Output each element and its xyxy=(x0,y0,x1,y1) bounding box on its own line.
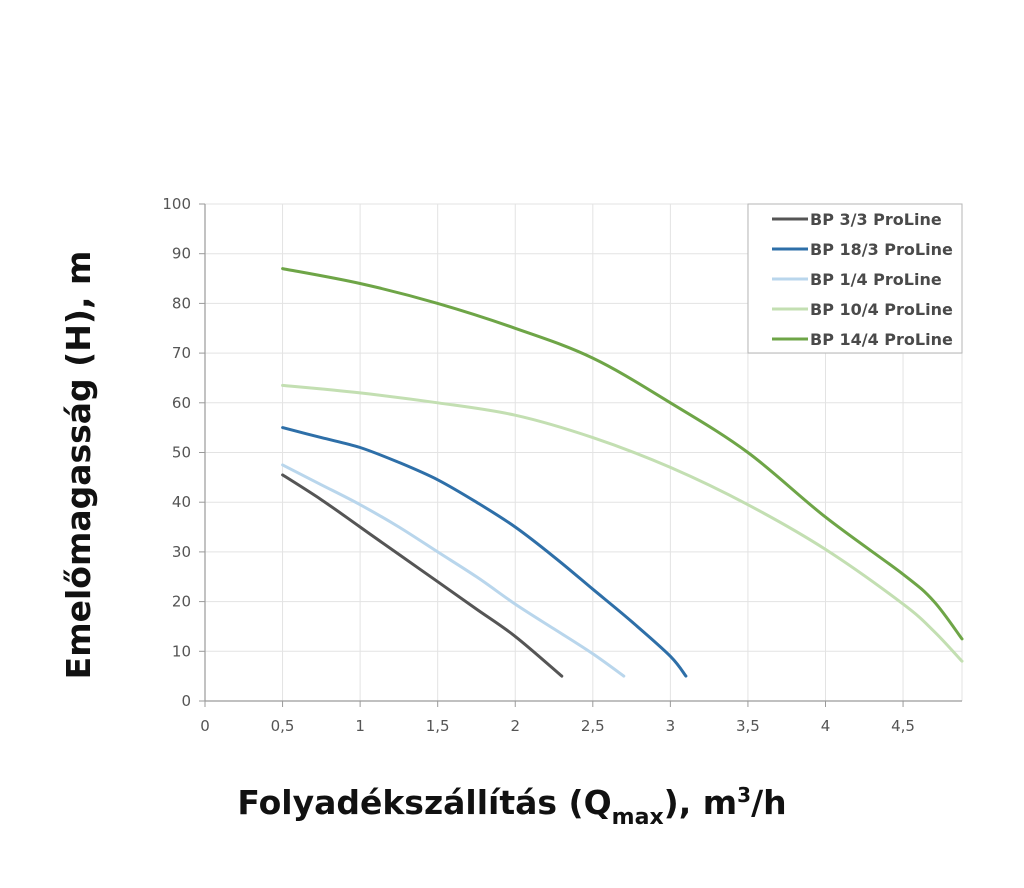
x-tick-label-8: 4 xyxy=(821,717,831,735)
y-tick-label-8: 80 xyxy=(172,294,191,312)
x-tick-label-0: 0 xyxy=(200,717,210,735)
y-tick-labels: 0 10 20 30 40 50 60 70 80 90 100 xyxy=(162,195,191,710)
x-axis-label-sub: max xyxy=(612,805,664,830)
legend-label-3: BP 10/4 ProLine xyxy=(810,300,953,319)
x-axis-label-post: /h xyxy=(751,783,787,822)
y-tick-label-2: 20 xyxy=(172,593,191,611)
x-axis-label-mid: ), m xyxy=(664,783,738,822)
y-tick-label-7: 70 xyxy=(172,344,191,362)
legend-label-0: BP 3/3 ProLine xyxy=(810,210,942,229)
y-tick-label-5: 50 xyxy=(172,444,191,462)
x-axis-label-sup: 3 xyxy=(737,783,751,807)
legend-label-1: BP 18/3 ProLine xyxy=(810,240,953,259)
y-tick-label-0: 0 xyxy=(181,692,191,710)
x-tick-label-4: 2 xyxy=(510,717,520,735)
legend-label-4: BP 14/4 ProLine xyxy=(810,330,953,349)
legend: BP 3/3 ProLine BP 18/3 ProLine BP 1/4 ProL… xyxy=(747,203,963,354)
y-axis-label: Emelőmagasság (H), m xyxy=(59,251,98,680)
series-line-2 xyxy=(281,463,626,678)
series-line-1 xyxy=(281,426,688,678)
x-axis-label-pre: Folyadékszállítás (Q xyxy=(237,783,611,822)
x-tick-labels: 0 0,5 1 1,5 2 2,5 3 3,5 4 4,5 xyxy=(200,717,915,735)
x-tick-label-2: 1 xyxy=(355,717,365,735)
x-tick-label-5: 2,5 xyxy=(581,717,605,735)
y-tick-label-9: 90 xyxy=(172,245,191,263)
y-tick-label-10: 100 xyxy=(162,195,191,213)
x-axis-label: Folyadékszállítás (Qmax), m3/h xyxy=(237,783,786,830)
legend-label-2: BP 1/4 ProLine xyxy=(810,270,942,289)
y-tick-label-6: 60 xyxy=(172,394,191,412)
series-line-0 xyxy=(281,473,564,678)
y-tick-label-4: 40 xyxy=(172,493,191,511)
y-tick-label-3: 30 xyxy=(172,543,191,561)
x-tick-label-7: 3,5 xyxy=(736,717,760,735)
x-tick-label-6: 3 xyxy=(666,717,676,735)
x-tick-label-1: 0,5 xyxy=(271,717,295,735)
x-tick-label-9: 4,5 xyxy=(891,717,915,735)
axes xyxy=(199,203,962,707)
series-line-3 xyxy=(281,383,964,663)
y-tick-label-1: 10 xyxy=(172,642,191,660)
series-line-4 xyxy=(281,267,964,641)
series-lines xyxy=(281,267,964,678)
x-tick-label-3: 1,5 xyxy=(426,717,450,735)
